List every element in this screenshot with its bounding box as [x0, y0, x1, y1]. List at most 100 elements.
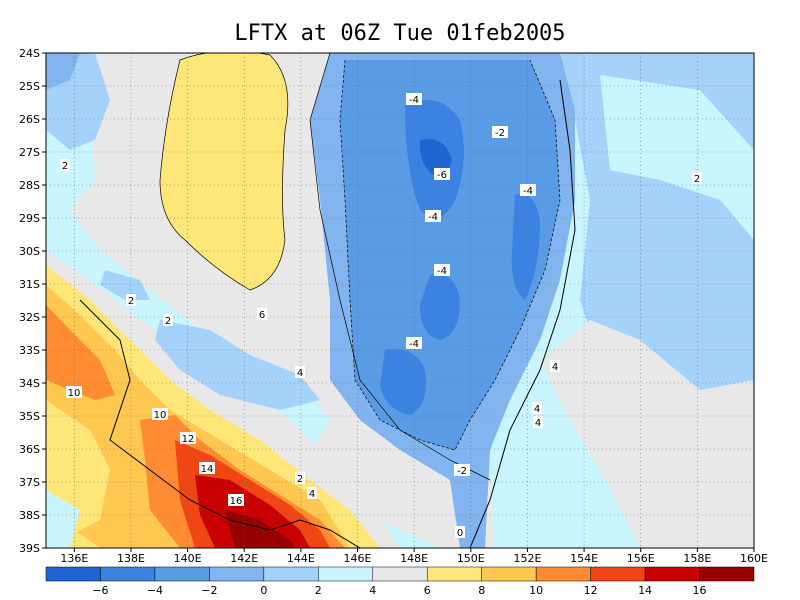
- contour-label-bg: [163, 314, 173, 326]
- y-tick-label: 31S: [19, 278, 40, 291]
- region-14-to-16: [195, 475, 310, 548]
- colorbar-swatch: [481, 566, 537, 582]
- contour-6: [159, 53, 289, 291]
- region-10-to-12-west: [46, 305, 115, 400]
- contour-label: 4: [297, 368, 303, 379]
- contour-label: 4: [535, 418, 541, 429]
- contour-label-bg: [257, 308, 267, 320]
- x-tick-label: 150E: [457, 552, 485, 565]
- colorbar-label: 6: [424, 584, 431, 597]
- y-tick-label: 28S: [19, 179, 40, 192]
- contour-label-bg: [66, 386, 82, 398]
- contour-label: 0: [457, 528, 463, 539]
- y-tick-label: 27S: [19, 146, 40, 159]
- y-tick-label: 33S: [19, 344, 40, 357]
- contour-label: 2: [165, 316, 171, 327]
- contour-label-bg: [533, 416, 543, 428]
- region-below-minus6: [419, 139, 452, 175]
- region-above-16: [225, 510, 295, 548]
- contour-label: -4: [409, 339, 419, 350]
- region-2-to-4-coast: [46, 490, 80, 548]
- contour-label-bg: [434, 264, 450, 276]
- x-tick-label: 154E: [570, 552, 598, 565]
- contour-label: 2: [128, 296, 134, 307]
- contour-label: 2: [694, 174, 700, 185]
- contour-label-bg: [454, 464, 470, 476]
- contour-label: 12: [182, 434, 195, 445]
- coastline-south: [79, 299, 361, 548]
- contour-label-bg: [550, 360, 560, 372]
- contour-label: 10: [154, 410, 167, 421]
- y-tick-label: 26S: [19, 113, 40, 126]
- contour-label: -4: [523, 186, 533, 197]
- contour-label-bg: [406, 337, 422, 349]
- contour-label-bg: [425, 210, 441, 222]
- contour-label-bg: [406, 93, 422, 105]
- contour-label-bg: [126, 294, 136, 306]
- y-tick-label: 34S: [19, 377, 40, 390]
- contour-label-bg: [295, 472, 305, 484]
- contour-label: -4: [409, 95, 419, 106]
- contour-label: 4: [534, 404, 540, 415]
- y-tick-label: 38S: [19, 509, 40, 522]
- x-tick-label: 148E: [400, 552, 428, 565]
- region-minus2-to-0-northwest: [46, 53, 80, 90]
- region-0-to-2-west-patch: [100, 270, 150, 300]
- x-tick-label: 146E: [344, 552, 372, 565]
- y-tick-label: 39S: [19, 542, 40, 555]
- colorbar-label: 10: [529, 584, 543, 597]
- contour-label-bg: [455, 526, 465, 538]
- colorbar-label: 8: [478, 584, 485, 597]
- colorbar-swatch: [426, 566, 482, 582]
- contour-label-bg: [520, 184, 536, 196]
- colorbar-label: 16: [693, 584, 707, 597]
- contour-label-bg: [60, 159, 70, 171]
- colorbar-label: −6: [92, 584, 108, 597]
- contour-label: 2: [297, 474, 303, 485]
- contour-label: -4: [437, 266, 447, 277]
- contour-label-bg: [228, 494, 244, 506]
- contour-4-central: [309, 53, 491, 481]
- colorbar-label: 0: [260, 584, 267, 597]
- y-tick-label: 29S: [19, 212, 40, 225]
- x-tick-label: 144E: [287, 552, 315, 565]
- contour-label-bg: [532, 402, 542, 414]
- region-2-to-4-east-patch: [600, 75, 754, 240]
- colorbar-swatch: [263, 566, 319, 582]
- region-minus6-to-minus4-center: [420, 274, 460, 340]
- colorbar-swatch: [699, 566, 755, 582]
- colorbar-swatch: [372, 566, 428, 582]
- y-tick-label: 25S: [19, 80, 40, 93]
- x-tick-label: 152E: [513, 552, 541, 565]
- x-axis-ticks: 136E 138E 140E 142E 144E 146E 148E 150E 152E 154E…: [60, 548, 768, 565]
- region-minus6-to-minus4-east: [511, 194, 540, 300]
- plot-frame: [45, 52, 755, 549]
- y-tick-label: 30S: [19, 245, 40, 258]
- colorbar-label: 14: [638, 584, 652, 597]
- colorbar-swatch: [535, 566, 591, 582]
- contour-label: 4: [309, 489, 315, 500]
- contour-label-bg: [492, 126, 508, 138]
- colorbar: −6 −4 −2 0 2 4 6 8 10 12 14 16: [45, 566, 755, 597]
- contour-label-bg: [434, 168, 450, 180]
- coastline-east: [469, 79, 576, 548]
- y-tick-label: 36S: [19, 443, 40, 456]
- contour-label-bg: [199, 462, 215, 474]
- y-axis-ticks: 24S 25S 26S 27S 28S 29S 30S 31S 32S 33S 34S 35S 36S 3…: [19, 47, 46, 555]
- colorbar-label: 2: [315, 584, 322, 597]
- grid-lines: [46, 53, 754, 548]
- y-tick-label: 37S: [19, 476, 40, 489]
- y-tick-label: 32S: [19, 311, 40, 324]
- region-minus6-to-minus4-south: [380, 349, 426, 415]
- colorbar-swatch: [590, 566, 646, 582]
- x-tick-label: 138E: [117, 552, 145, 565]
- contour-label-bg: [307, 487, 317, 499]
- contour-label: 2: [62, 161, 68, 172]
- contour-label: 4: [552, 362, 558, 373]
- colorbar-label: 12: [584, 584, 598, 597]
- colorbar-label: −2: [201, 584, 217, 597]
- x-tick-label: 160E: [740, 552, 768, 565]
- x-tick-label: 142E: [230, 552, 258, 565]
